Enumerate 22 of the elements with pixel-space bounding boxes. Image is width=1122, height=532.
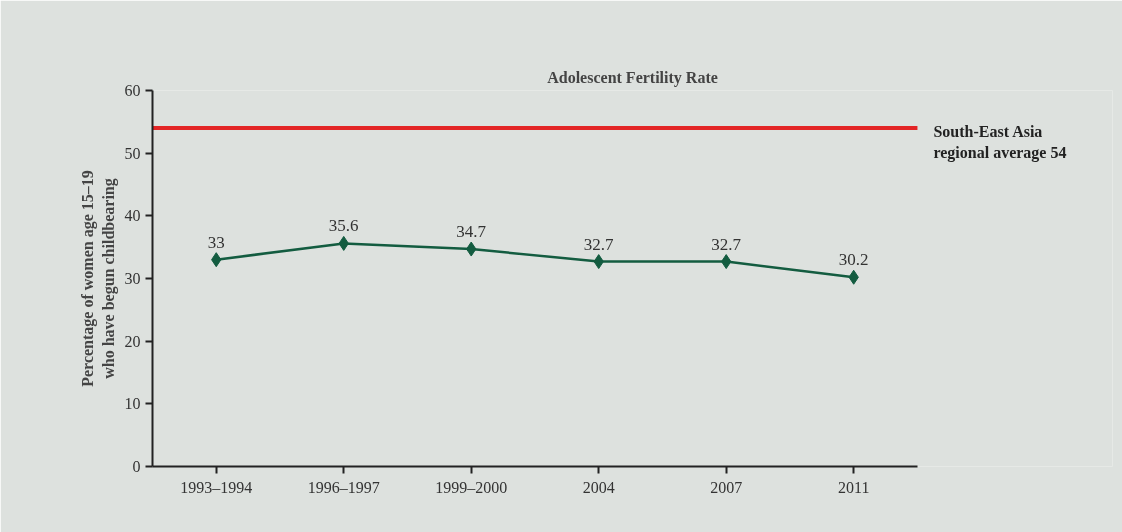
- y-tick-label: 60: [124, 82, 141, 99]
- y-tick-label: 50: [124, 144, 141, 162]
- y-tick-label: 40: [124, 207, 141, 225]
- y-tick-label: 0: [132, 458, 141, 475]
- data-label: 34.7: [456, 222, 487, 242]
- x-tick-label: 2007: [710, 478, 743, 496]
- data-label: 33: [207, 232, 225, 252]
- y-tick-label: 10: [124, 395, 141, 413]
- x-tick-label: 2011: [837, 478, 870, 496]
- ref-line-label: South-East Asia regional average 54: [933, 123, 1067, 162]
- x-tick-label: 1993–1994: [180, 478, 253, 496]
- data-label: 30.2: [838, 250, 869, 270]
- y-tick-label: 20: [124, 332, 141, 350]
- data-label: 32.7: [711, 234, 742, 254]
- y-tick-label: 30: [124, 270, 141, 287]
- data-label: 32.7: [583, 234, 615, 254]
- x-tick-label: 2004: [582, 478, 615, 496]
- data-label: 35.6: [328, 216, 359, 236]
- x-tick-label: 1999–2000: [435, 478, 508, 496]
- chart-title: Adolescent Fertility Rate: [547, 68, 718, 87]
- y-axis-title: Percentage of women age 15–19 who have begun childbearing: [79, 170, 118, 387]
- x-tick-label: 1996–1997: [307, 478, 380, 496]
